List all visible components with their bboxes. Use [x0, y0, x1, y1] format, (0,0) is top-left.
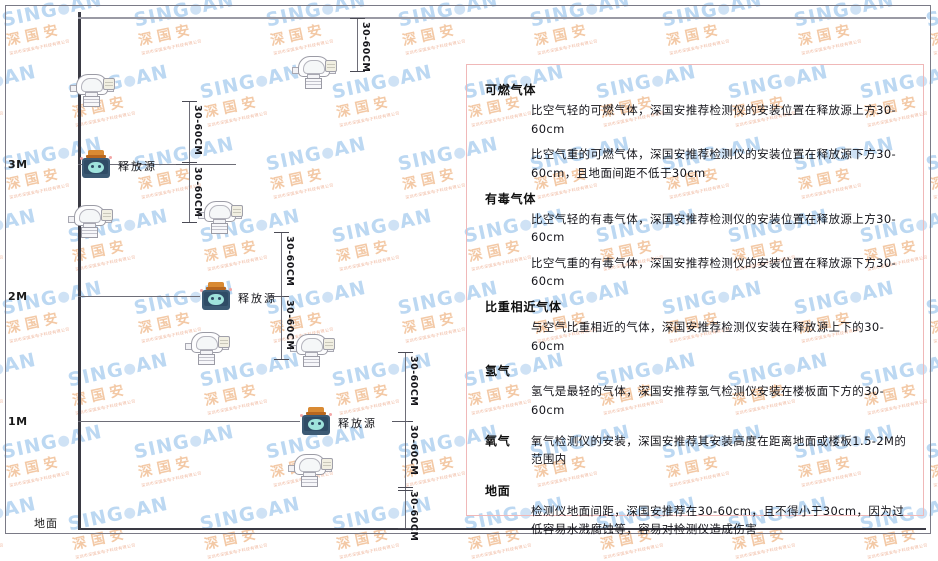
release-source-icon	[199, 282, 233, 312]
floor-label: 地面	[34, 517, 58, 530]
vertical-axis	[78, 12, 81, 530]
connector-1m	[392, 421, 408, 422]
dimension-label: 30-60CM	[408, 425, 419, 476]
level-label-3m: 3M	[8, 158, 28, 171]
guideline-section: 可燃气体比空气轻的可燃气体，深国安推荐检测仪的安装位置在释放源上方30-60cm…	[485, 81, 907, 183]
release-source-icon	[299, 407, 333, 437]
level-line-1m	[78, 421, 300, 422]
release-source-icon	[79, 150, 113, 180]
guideline-heading: 氢气	[485, 364, 511, 379]
guideline-section: 有毒气体比空气轻的有毒气体，深国安推荐检测仪的安装位置在释放源上方30-60cm…	[485, 190, 907, 292]
dimension-label: 30-60CM	[408, 356, 419, 407]
diagram-frame	[5, 5, 931, 534]
detector-icon	[198, 199, 243, 234]
guideline-text: 比空气重的有毒气体，深国安推荐检测仪的安装位置在释放源下方30-60cm	[531, 255, 897, 289]
detector-icon	[68, 203, 113, 238]
dimension-label: 30-60CM	[284, 236, 295, 287]
guideline-heading: 有毒气体	[485, 191, 537, 206]
guideline-text: 与空气比重相近的气体，深国安推荐检测仪安装在释放源上下的30-60cm	[531, 320, 885, 353]
guideline-text: 氧气检测仪的安装，深国安推荐其安装高度在距离地面或楼板1.5-2M的范围内	[531, 433, 907, 467]
detector-icon	[185, 330, 230, 365]
level-label-1m: 1M	[8, 415, 28, 428]
guideline-section: 比重相近气体与空气比重相近的气体，深国安推荐检测仪安装在释放源上下的30-60c…	[485, 298, 907, 355]
level-line-3m	[78, 164, 236, 165]
guideline-heading: 地面	[485, 483, 511, 498]
guideline-text: 氢气是最轻的气体，深国安推荐氢气检测仪安装在楼板面下方的30-60cm	[531, 384, 885, 417]
guideline-text: 比空气重的可燃气体，深国安推荐检测仪的安装位置在释放源下方30-60cm，且地面…	[531, 147, 897, 180]
level-line-2m	[78, 296, 200, 297]
connector-2m	[268, 296, 284, 297]
guideline-section: 氢气氢气是最轻的气体，深国安推荐氢气检测仪安装在楼板面下方的30-60cm	[485, 362, 907, 419]
installation-diagram: 3M 2M 1M 地面	[5, 5, 931, 542]
dimension-label: 30-60CM	[192, 105, 203, 156]
detector-icon	[292, 54, 337, 89]
guidelines-panel: 可燃气体比空气轻的可燃气体，深国安推荐检测仪的安装位置在释放源上方30-60cm…	[466, 64, 924, 536]
guideline-text: 检测仪地面间距，深国安推荐在30-60cm，且不得小于30cm，因为过低容易水溅…	[531, 503, 905, 537]
detector-icon	[70, 72, 115, 107]
guideline-heading: 可燃气体	[485, 83, 537, 97]
guideline-section: 地面检测仪地面间距，深国安推荐在30-60cm，且不得小于30cm，因为过低容易…	[485, 482, 907, 539]
release-source-label: 释放源	[118, 160, 157, 173]
dimension-label: 30-60CM	[284, 300, 295, 351]
ceiling-line	[78, 17, 926, 19]
guideline-heading: 比重相近气体	[485, 300, 562, 314]
guideline-heading: 氧气	[485, 433, 511, 448]
release-source-label: 释放源	[238, 292, 277, 305]
detector-icon	[290, 332, 335, 367]
guideline-text: 比空气轻的可燃气体，深国安推荐检测仪的安装位置在释放源上方30-60cm	[531, 103, 897, 136]
dimension-label: 30-60CM	[408, 491, 419, 542]
connector-3m	[176, 164, 190, 165]
guideline-text: 比空气轻的有毒气体，深国安推荐检测仪的安装位置在释放源上方30-60cm	[531, 211, 897, 245]
level-label-2m: 2M	[8, 290, 28, 303]
guideline-section: 氧气 氧气检测仪的安装，深国安推荐其安装高度在距离地面或楼板1.5-2M的范围内	[485, 427, 907, 476]
dimension-label: 30-60CM	[192, 167, 203, 218]
floor-line	[78, 528, 926, 530]
release-source-label: 释放源	[338, 417, 377, 430]
dimension-label: 30-60CM	[360, 22, 371, 73]
detector-icon	[288, 452, 333, 487]
